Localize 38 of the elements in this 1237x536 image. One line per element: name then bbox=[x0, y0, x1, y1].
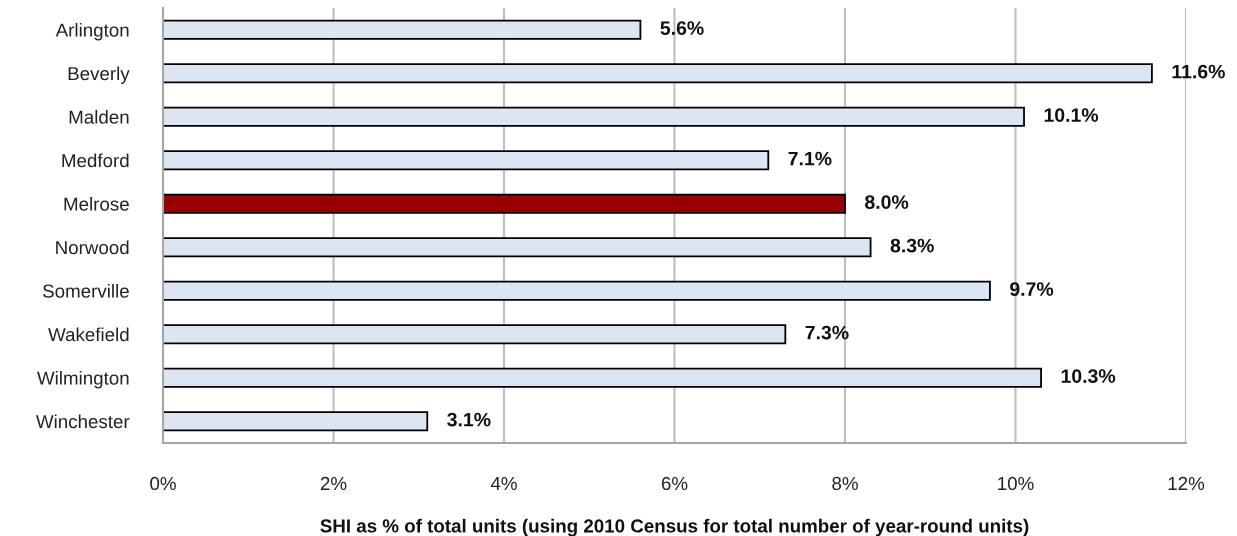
y-tick-label: Medford bbox=[62, 153, 129, 168]
bar bbox=[163, 324, 787, 345]
y-tick-label: Somerville bbox=[43, 283, 129, 298]
x-tick-label: 2% bbox=[320, 476, 347, 491]
bar bbox=[163, 367, 1042, 388]
y-tick-label: Malden bbox=[69, 109, 129, 124]
y-tick-label: Wakefield bbox=[48, 327, 129, 342]
bar bbox=[163, 106, 1025, 127]
bar bbox=[163, 237, 872, 258]
data-label: 3.1% bbox=[447, 412, 491, 427]
x-tick-label: 4% bbox=[490, 476, 517, 491]
bar bbox=[163, 193, 846, 214]
y-tick-label: Wilmington bbox=[37, 370, 129, 389]
x-tick-label: 12% bbox=[1168, 476, 1205, 491]
y-tick-label: Winchester bbox=[35, 414, 130, 429]
data-label: 10.1% bbox=[1044, 108, 1099, 122]
data-label: 11.6% bbox=[1172, 64, 1225, 79]
y-tick-label: Arlington bbox=[55, 22, 129, 41]
x-tick-label: 8% bbox=[832, 476, 858, 491]
data-label: 10.3% bbox=[1061, 369, 1116, 383]
data-label: 8.0% bbox=[865, 195, 909, 209]
x-axis-title: SHI as % of total units (using 2010 Census for total number of year-round units) bbox=[320, 518, 1029, 536]
y-tick-label: Melrose bbox=[64, 196, 129, 211]
bar bbox=[163, 63, 1153, 84]
y-tick-label: Norwood bbox=[56, 240, 129, 255]
data-label: 5.6% bbox=[660, 21, 704, 35]
bar bbox=[163, 280, 991, 301]
data-label: 7.3% bbox=[805, 325, 849, 340]
bar bbox=[163, 411, 429, 432]
bar bbox=[163, 150, 770, 171]
data-label: 8.3% bbox=[890, 238, 934, 253]
bar bbox=[163, 19, 642, 40]
x-tick-label: 0% bbox=[150, 476, 176, 491]
y-tick-label: Beverly bbox=[68, 66, 130, 84]
x-tick-label: 6% bbox=[661, 476, 688, 491]
data-label: 9.7% bbox=[1010, 282, 1054, 296]
x-tick-label: 10% bbox=[998, 476, 1034, 491]
data-label: 7.1% bbox=[788, 151, 832, 166]
